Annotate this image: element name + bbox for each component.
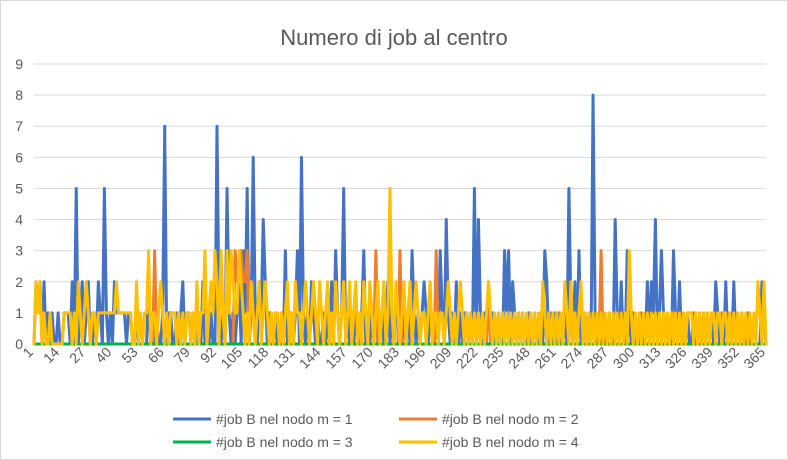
- y-tick-label: 0: [15, 336, 23, 352]
- y-tick-label: 9: [15, 56, 23, 72]
- x-tick-label: 300: [610, 344, 638, 372]
- x-tick-label: 105: [217, 344, 245, 372]
- legend-label-m1: #job B nel nodo m = 1: [216, 411, 353, 427]
- x-tick-label: 27: [66, 344, 88, 366]
- x-tick-label: 274: [557, 344, 585, 372]
- x-tick-label: 196: [400, 344, 428, 372]
- x-tick-label: 248: [505, 344, 533, 372]
- y-tick-label: 2: [15, 274, 23, 290]
- x-tick-label: 235: [479, 344, 507, 372]
- x-tick-label: 183: [374, 344, 402, 372]
- x-tick-label: 339: [688, 344, 716, 372]
- legend-label-m2: #job B nel nodo m = 2: [442, 411, 579, 427]
- x-tick-label: 287: [583, 344, 611, 372]
- y-tick-label: 1: [15, 305, 23, 321]
- legend-label-m3: #job B nel nodo m = 3: [216, 434, 353, 450]
- x-tick-label: 66: [145, 344, 167, 366]
- y-axis-ticks: 0 1 2 3 4 5 6 7 8 9: [15, 56, 23, 352]
- legend-label-m4: #job B nel nodo m = 4: [442, 434, 579, 450]
- y-tick-label: 8: [15, 87, 23, 103]
- y-tick-label: 3: [15, 243, 23, 259]
- y-tick-label: 5: [15, 180, 23, 196]
- chart-title: Numero di job al centro: [280, 25, 507, 50]
- x-tick-label: 79: [171, 344, 193, 366]
- legend: #job B nel nodo m = 1 #job B nel nodo m =…: [173, 411, 579, 450]
- x-tick-label: 131: [270, 344, 298, 372]
- x-tick-label: 261: [531, 344, 559, 372]
- series-lines: [32, 93, 768, 346]
- x-tick-label: 53: [118, 344, 140, 366]
- x-tick-label: 222: [453, 344, 481, 372]
- x-tick-label: 144: [296, 344, 324, 372]
- x-tick-label: 1: [19, 344, 36, 361]
- x-tick-label: 14: [40, 344, 62, 366]
- y-tick-label: 7: [15, 118, 23, 134]
- series-line-m4: [32, 186, 768, 346]
- x-tick-label: 92: [197, 344, 219, 366]
- x-tick-label: 170: [348, 344, 376, 372]
- x-tick-label: 209: [427, 344, 455, 372]
- y-tick-label: 4: [15, 212, 23, 228]
- x-tick-label: 352: [714, 344, 742, 372]
- x-tick-label: 118: [244, 344, 271, 371]
- y-tick-label: 6: [15, 149, 23, 165]
- x-tick-label: 365: [740, 344, 768, 372]
- x-tick-label: 313: [636, 344, 664, 372]
- x-tick-label: 40: [92, 344, 114, 366]
- x-tick-label: 326: [662, 344, 690, 372]
- x-tick-label: 157: [322, 344, 350, 372]
